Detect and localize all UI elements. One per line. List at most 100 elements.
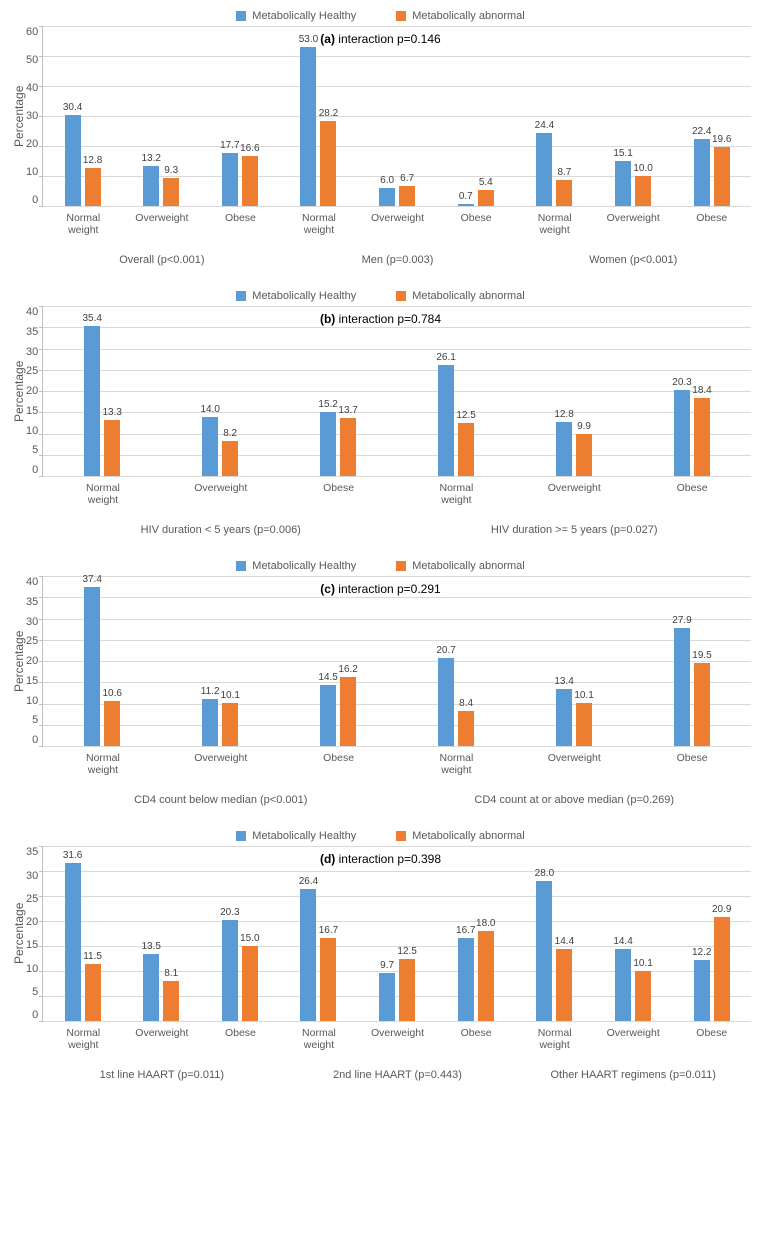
bar-value-label: 13.5 [141,941,160,952]
legend-label-abnormal: Metabolically abnormal [412,10,525,22]
y-axis-label: Percentage [10,26,26,206]
category-group: 16.718.0 [436,846,515,1021]
bar-value-label: 15.2 [318,399,337,410]
bar-healthy: 20.7 [438,658,454,746]
category-labels-row: NormalweightOverweightObese [44,477,398,506]
bar-value-label: 30.4 [63,102,82,113]
bar-value-label: 12.5 [397,946,416,957]
bar-groups: 30.412.813.29.317.716.653.028.26.06.70.7… [43,26,751,206]
bar-healthy: 0.7 [458,204,474,206]
category-label: Normalweight [44,747,162,776]
category-label: Overweight [594,207,673,236]
bar-abnormal: 8.4 [458,711,474,747]
y-tick: 10 [26,425,38,437]
bar-healthy: 20.3 [674,390,690,476]
major-group-labels: NormalweightOverweightObeseOther HAART r… [515,1022,751,1085]
x-axis-labels: NormalweightOverweightObeseCD4 count bel… [10,747,751,810]
group-label: CD4 count below median (p<0.001) [44,776,398,810]
bar-value-label: 13.7 [338,405,357,416]
y-tick: 0 [32,194,38,206]
legend-item-healthy: Metabolically Healthy [236,10,356,22]
bar-abnormal: 10.1 [222,703,238,746]
y-axis-label: Percentage [10,306,26,476]
category-group: 28.014.4 [515,846,594,1021]
bar-healthy: 14.5 [320,685,336,747]
bar-healthy: 26.1 [438,365,454,476]
category-label: Normalweight [44,1022,123,1051]
bar-healthy: 35.4 [84,326,100,476]
bar-value-label: 5.4 [479,177,493,188]
axis-pad [10,477,44,540]
category-group: 13.410.1 [515,576,633,746]
bar-healthy: 12.8 [556,422,572,476]
group-label: HIV duration < 5 years (p=0.006) [44,506,398,540]
y-tick: 30 [26,346,38,358]
category-label: Overweight [358,207,437,236]
category-group: 14.410.1 [594,846,673,1021]
category-label: Overweight [515,747,633,776]
major-group: 30.412.813.29.317.716.6 [43,26,279,206]
bar-value-label: 9.9 [577,421,591,432]
legend-swatch-abnormal [396,561,406,571]
bar-value-label: 12.8 [83,155,102,166]
y-tick: 50 [26,54,38,66]
category-labels-row: NormalweightOverweightObese [398,477,752,506]
y-tick: 0 [32,1009,38,1021]
category-labels-row: NormalweightOverweightObese [398,747,752,776]
bar-healthy: 14.4 [615,949,631,1021]
y-tick: 20 [26,655,38,667]
bar-value-label: 35.4 [82,313,101,324]
bar-value-label: 10.1 [574,690,593,701]
major-group: 24.48.715.110.022.419.6 [515,26,751,206]
bar-healthy: 31.6 [65,863,81,1021]
x-axis-labels: NormalweightOverweightObeseHIV duration … [10,477,751,540]
gridline [43,1021,751,1022]
y-tick: 25 [26,893,38,905]
y-tick: 25 [26,365,38,377]
x-axis-labels: NormalweightOverweightObese1st line HAAR… [10,1022,751,1085]
bar-value-label: 8.7 [557,167,571,178]
major-group-labels: NormalweightOverweightObese1st line HAAR… [44,1022,280,1085]
category-group: 30.4 12.8 [43,26,122,206]
major-group-labels: NormalweightOverweightObeseCD4 count bel… [44,747,398,810]
chart-area: Percentage403530252015105035.413.314.08.… [10,306,751,477]
category-group: 9.712.5 [358,846,437,1021]
y-axis-label: Percentage [10,846,26,1021]
legend-label-abnormal: Metabolically abnormal [412,290,525,302]
plot-area: 31.611.513.58.120.315.026.416.79.712.516… [42,846,751,1022]
legend-label-healthy: Metabolically Healthy [252,290,356,302]
chart-area: Percentage3530252015105031.611.513.58.12… [10,846,751,1022]
gridline [43,476,751,477]
bar-value-label: 13.2 [141,153,160,164]
category-label: Normalweight [515,1022,594,1051]
legend-swatch-abnormal [396,291,406,301]
y-tick: 10 [26,963,38,975]
chart-panel-c: Metabolically HealthyMetabolically abnor… [10,560,751,810]
legend-item-abnormal: Metabolically abnormal [396,10,525,22]
bar-value-label: 27.9 [672,615,691,626]
legend: Metabolically Healthy Metabolically abnor… [10,10,751,22]
y-tick: 30 [26,616,38,628]
major-group: 53.028.26.06.70.75.4 [279,26,515,206]
bar-healthy: 13.4 [556,689,572,746]
bar-abnormal: 18.0 [478,931,494,1021]
category-labels-row: NormalweightOverweightObese [44,207,280,236]
y-tick: 15 [26,675,38,687]
figure-root: Metabolically Healthy Metabolically abnor… [10,10,751,1085]
axis-pad [10,207,44,270]
category-label: Normalweight [280,207,359,236]
bar-value-label: 20.7 [436,645,455,656]
bar-abnormal: 10.0 [635,176,651,206]
category-label: Obese [280,747,398,776]
category-label: Normalweight [515,207,594,236]
category-group: 26.416.7 [279,846,358,1021]
bar-value-label: 22.4 [692,126,711,137]
category-group: 20.78.4 [397,576,515,746]
category-group: 31.611.5 [43,846,122,1021]
category-group: 13.29.3 [122,26,201,206]
category-label: Normalweight [398,477,516,506]
bar-value-label: 20.3 [220,907,239,918]
bar-healthy: 11.2 [202,699,218,747]
legend-swatch-healthy [236,561,246,571]
chart-panel-b: Metabolically Healthy Metabolically abnor… [10,290,751,540]
